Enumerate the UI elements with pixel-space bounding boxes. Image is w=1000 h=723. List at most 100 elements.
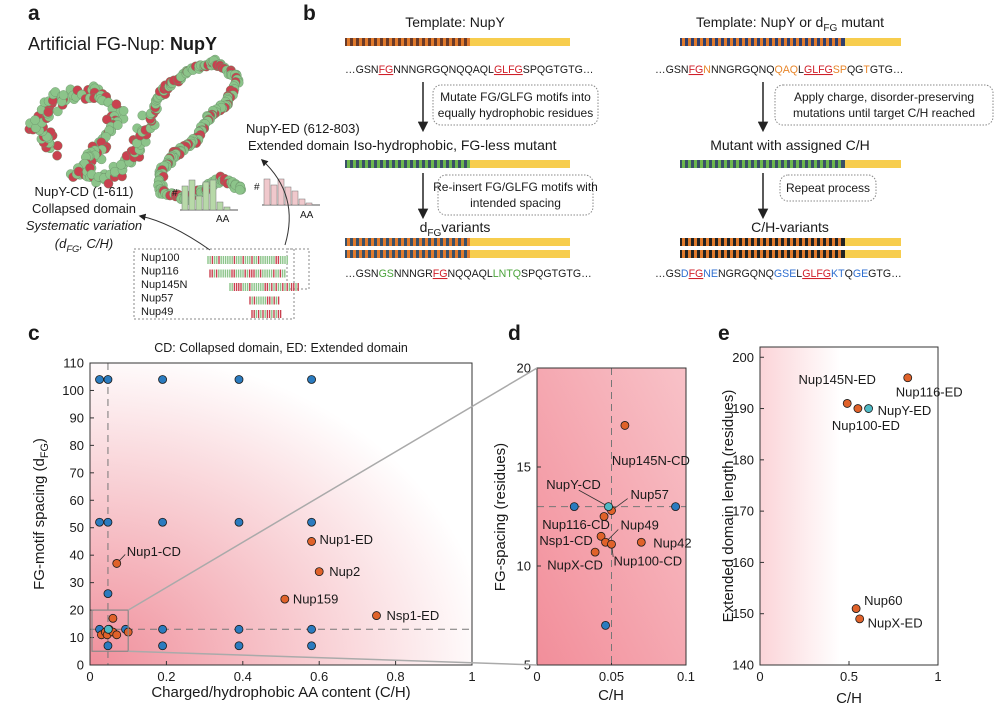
data-point (95, 517, 104, 527)
sequence-segment: GLFG (802, 268, 831, 280)
text-part: FG-motif spacing (d (31, 458, 48, 590)
protein-stripe (820, 38, 823, 46)
sequence-segment: …GSN (345, 64, 379, 76)
protein-stripe (784, 160, 787, 168)
chart-title: CD: Collapsed domain, ED: Extended domai… (154, 341, 408, 355)
data-point (103, 517, 113, 527)
protein-bead (116, 159, 126, 170)
protein-stripe (353, 38, 356, 46)
text-part: d (420, 219, 428, 235)
protein-stripe (359, 160, 362, 168)
protein-stripe (401, 38, 404, 46)
protein-stripe (694, 38, 697, 46)
protein-stripe (730, 250, 733, 258)
hist-bar (270, 184, 278, 206)
box-text: Re-insert FG/GLFG motifs with (433, 180, 598, 194)
sequence-segment: NNNGR (394, 268, 433, 280)
sequence-segment: QG (847, 64, 863, 76)
protein-stripe (718, 38, 721, 46)
protein-stripe (802, 160, 805, 168)
point-label: Nup116-ED (896, 384, 963, 399)
protein-stripe (419, 38, 422, 46)
protein-bead (103, 178, 114, 189)
protein-tail (845, 238, 901, 246)
point-label: Nup60 (864, 593, 902, 608)
point-label: Nsp1-CD (539, 533, 592, 548)
panel-label: e (718, 322, 730, 345)
protein-stripe (365, 238, 368, 246)
point-label: Nup116-CD (542, 517, 610, 532)
protein-tail (470, 238, 570, 246)
protein-stripe (730, 38, 733, 46)
protein-stripe (467, 238, 470, 246)
protein-stripe (808, 160, 811, 168)
protein-stripe (820, 250, 823, 258)
sequence-segment: FG (433, 268, 448, 280)
protein-stripe (706, 238, 709, 246)
protein-stripe (838, 160, 841, 168)
protein-stripe (832, 238, 835, 246)
protein-stripe (431, 160, 434, 168)
sequence-segment: Q (845, 268, 853, 280)
protein-stripe (694, 160, 697, 168)
sequence-segment: GS (379, 268, 394, 280)
protein-bead (52, 150, 62, 161)
protein-stripe (419, 238, 422, 246)
step-title: Mutant with assigned C/H (710, 137, 870, 153)
hist-bar (209, 179, 217, 211)
protein-stripe (832, 38, 835, 46)
data-point (307, 624, 316, 634)
y-tick-label: 180 (732, 452, 754, 467)
protein-stripe (395, 38, 398, 46)
sequence: …GSNFGNNNGRGQNQQAQLGLFGSPQGTGTG… (345, 64, 593, 76)
sequence-segment: GLFG (804, 64, 833, 76)
y-tick-label: 150 (732, 606, 754, 621)
text-part: variants (441, 219, 490, 235)
sequence-segment: SP (833, 64, 847, 76)
hist-bar (291, 190, 299, 206)
point-label: Nup145N-CD (612, 453, 690, 468)
text-part: C/H-variants (751, 219, 829, 235)
sequence-segment: NE (703, 268, 718, 280)
protein-stripe (736, 160, 739, 168)
box-text: mutations until target C/H reached (793, 106, 975, 120)
protein-stripe (736, 238, 739, 246)
text-part: Extended domain length (residues) (720, 390, 737, 623)
protein-stripe (688, 160, 691, 168)
x-tick-label: 0.1 (677, 669, 695, 684)
protein-stripe (682, 160, 685, 168)
data-point (158, 517, 167, 527)
protein-stripe (437, 238, 440, 246)
protein-stripe (712, 38, 715, 46)
text-part: , C/H) (79, 236, 113, 251)
protein-stripe (682, 38, 685, 46)
hist-bar (181, 185, 189, 211)
protein-stripe (371, 38, 374, 46)
text-part: Iso-hydrophobic, FG-less mutant (353, 137, 556, 153)
protein-stripe (395, 250, 398, 258)
point-label: NupX-ED (868, 615, 923, 630)
protein-stripe (790, 238, 793, 246)
protein-stripe (377, 38, 380, 46)
protein-stripe (766, 250, 769, 258)
y-tick-label: 20 (517, 361, 531, 376)
protein-stripe (808, 250, 811, 258)
step-title: Template: NupY (405, 14, 505, 30)
protein-stripe (377, 238, 380, 246)
step-title: Iso-hydrophobic, FG-less mutant (353, 137, 556, 153)
step-box (774, 84, 994, 126)
protein-stripe (742, 238, 745, 246)
protein-stripe (455, 250, 458, 258)
point-label: NupY-CD (546, 477, 600, 492)
protein-stripe (790, 160, 793, 168)
y-tick-label: 10 (517, 559, 531, 574)
sequence-segment: FG (379, 64, 394, 76)
protein-stripe (383, 38, 386, 46)
hist-bar (298, 198, 306, 206)
protein-stripe (467, 250, 470, 258)
protein-stripe (688, 250, 691, 258)
point-label: Nup159 (293, 592, 339, 607)
protein-stripe (724, 38, 727, 46)
protein-stripe (820, 238, 823, 246)
